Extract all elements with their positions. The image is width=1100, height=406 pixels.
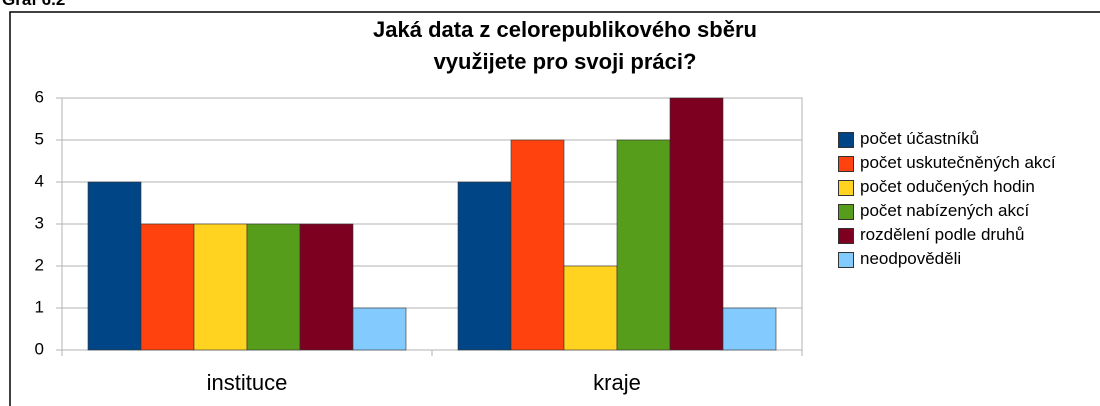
bar bbox=[510, 139, 565, 351]
bar bbox=[352, 307, 407, 351]
legend-item: počet nabízených akcí bbox=[838, 200, 1078, 221]
bar bbox=[722, 307, 777, 351]
bar bbox=[669, 97, 724, 351]
bar bbox=[563, 265, 618, 351]
legend-label: počet účastníků bbox=[860, 129, 980, 148]
legend-label: počet odučených hodin bbox=[860, 177, 1035, 196]
legend-label: počet nabízených akcí bbox=[860, 201, 1030, 220]
y-tick-label: 0 bbox=[35, 339, 44, 358]
x-tick-label: kraje bbox=[593, 370, 641, 395]
legend-swatch bbox=[838, 204, 854, 220]
bar bbox=[246, 223, 301, 351]
y-tick-label: 6 bbox=[35, 87, 44, 106]
legend-swatch bbox=[838, 132, 854, 148]
legend-item: neodpověděli bbox=[838, 248, 1078, 269]
legend-item: rozdělení podle druhů bbox=[838, 224, 1078, 245]
legend-label: rozdělení podle druhů bbox=[860, 225, 1025, 244]
legend-item: počet odučených hodin bbox=[838, 176, 1078, 197]
legend-label: počet uskutečněných akcí bbox=[860, 153, 1056, 172]
legend-swatch bbox=[838, 252, 854, 268]
legend-swatch bbox=[838, 156, 854, 172]
y-tick-label: 2 bbox=[35, 255, 44, 274]
bar bbox=[87, 181, 142, 351]
bar bbox=[457, 181, 512, 351]
legend: počet účastníků počet uskutečněných akcí p… bbox=[838, 128, 1078, 272]
legend-item: počet uskutečněných akcí bbox=[838, 152, 1078, 173]
bar bbox=[140, 223, 195, 351]
y-tick-label: 5 bbox=[35, 129, 44, 148]
bar bbox=[616, 139, 671, 351]
bar bbox=[299, 223, 354, 351]
legend-swatch bbox=[838, 180, 854, 196]
y-tick-label: 3 bbox=[35, 213, 44, 232]
caption: Graf 6.2 bbox=[2, 0, 65, 10]
y-tick-label: 1 bbox=[35, 297, 44, 316]
legend-label: neodpověděli bbox=[860, 249, 962, 268]
bar bbox=[193, 223, 248, 351]
chart-frame bbox=[9, 11, 1100, 406]
y-tick-label: 4 bbox=[35, 171, 44, 190]
legend-item: počet účastníků bbox=[838, 128, 1078, 149]
chart-title: Jaká data z celorepublikového sběru využ… bbox=[373, 17, 757, 74]
x-tick-label: instituce bbox=[207, 370, 288, 395]
legend-swatch bbox=[838, 228, 854, 244]
